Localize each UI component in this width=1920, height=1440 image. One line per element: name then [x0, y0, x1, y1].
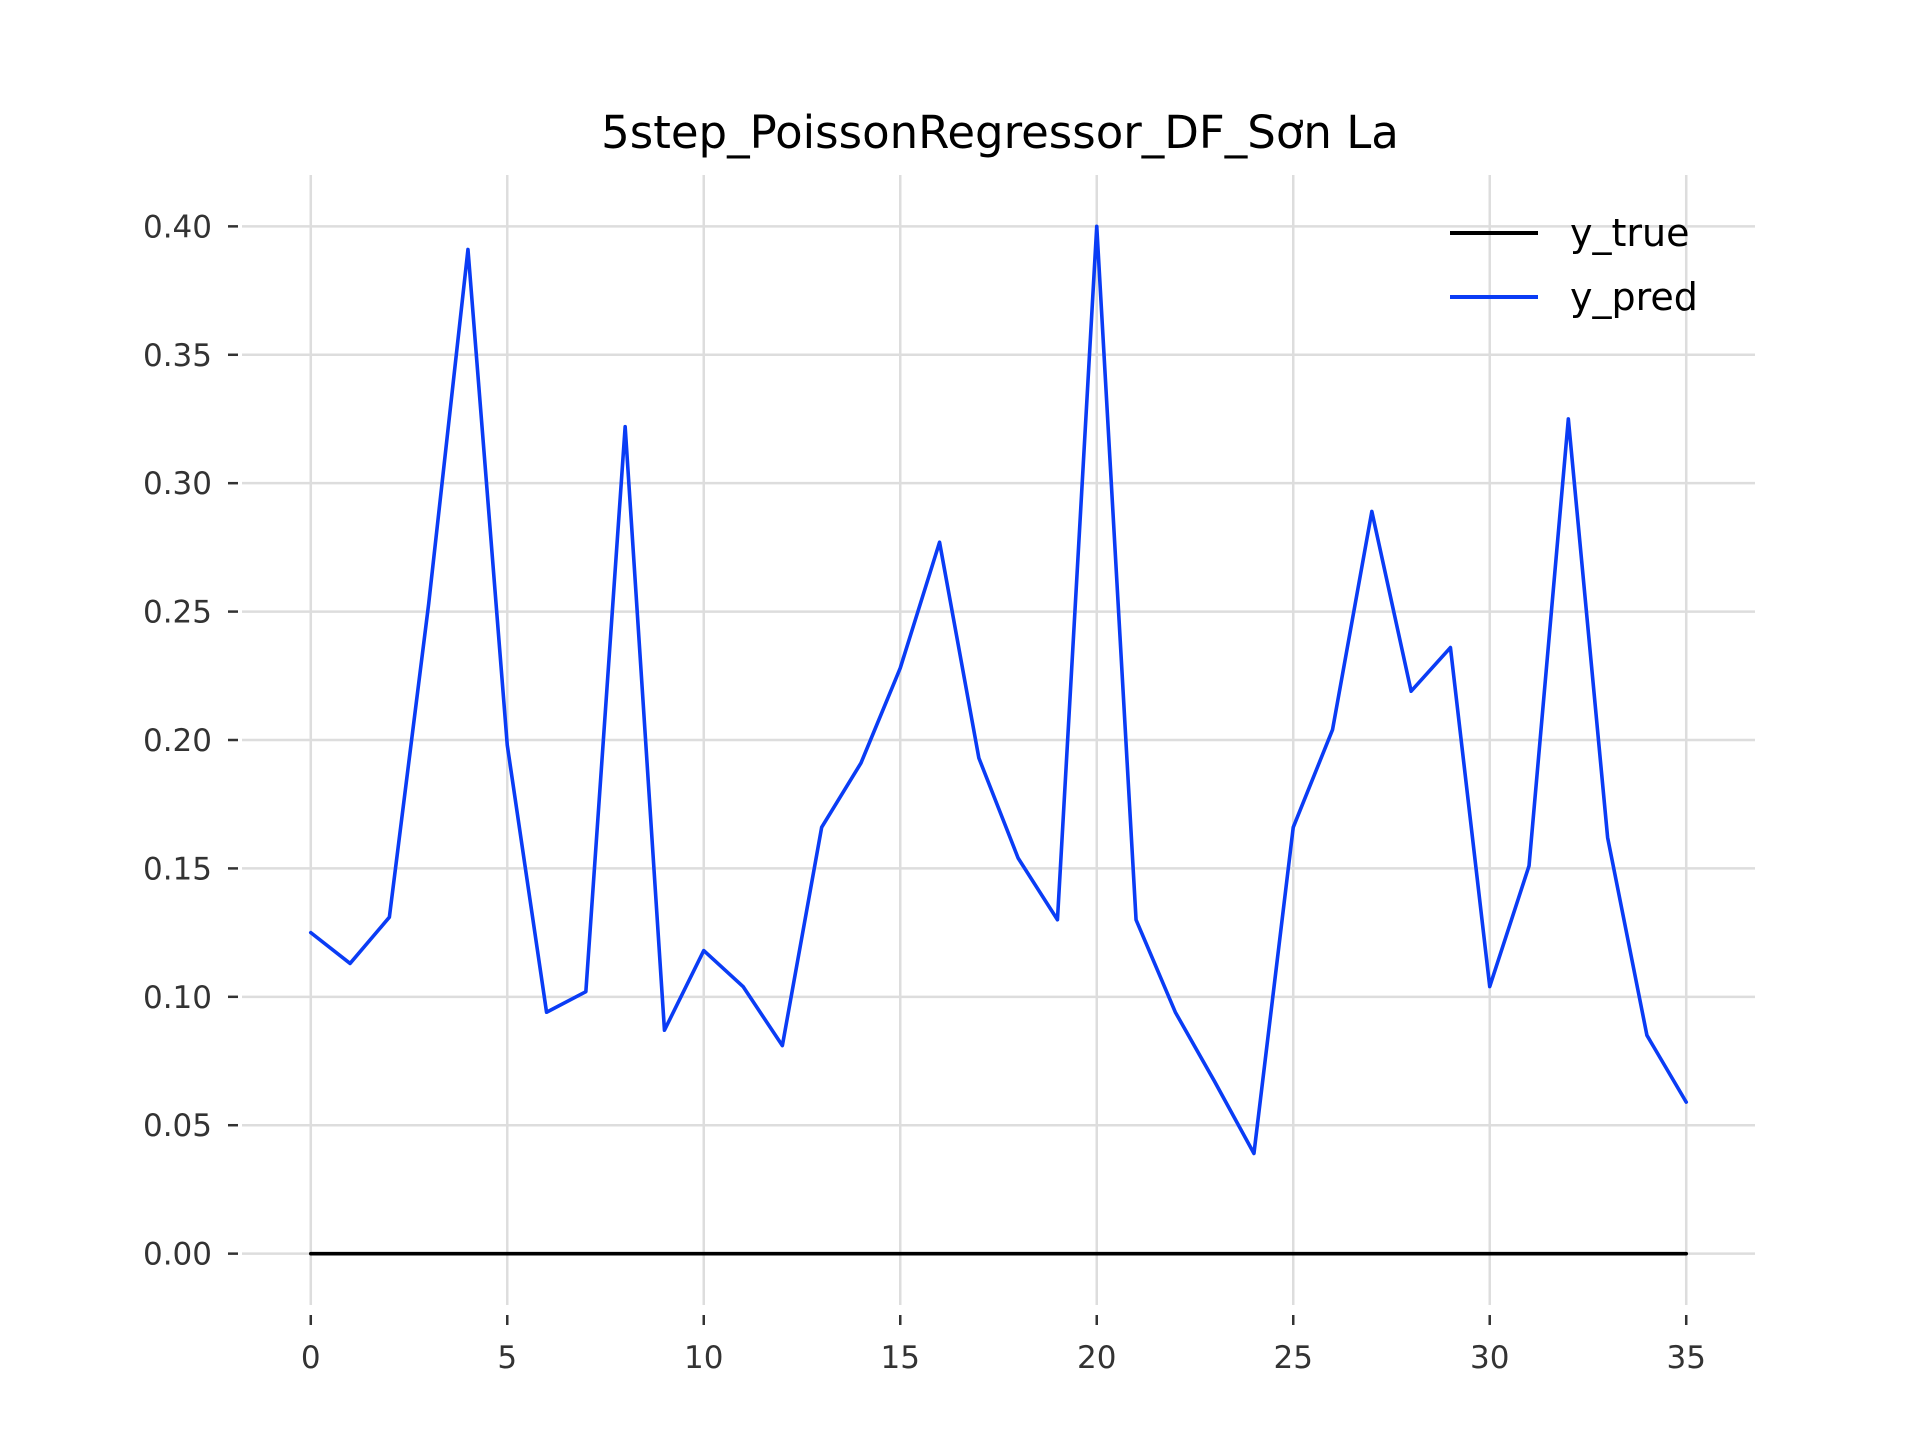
grid [242, 175, 1755, 1305]
chart-title: 5step_PoissonRegressor_DF_Sơn La [601, 106, 1399, 159]
x-tick-label: 10 [684, 1340, 723, 1376]
x-tick-label: 25 [1274, 1340, 1313, 1376]
x-tick-label: 15 [881, 1340, 920, 1376]
y-tick-label: 0.30 [143, 466, 212, 502]
legend-label: y_true [1570, 211, 1689, 255]
x-tick-label: 5 [497, 1340, 517, 1376]
y-tick-label: 0.05 [143, 1108, 212, 1144]
y-tick-label: 0.15 [143, 851, 212, 887]
series-line-y-pred [308, 224, 1689, 1156]
y-tick-label: 0.25 [143, 595, 212, 631]
x-tick-label: 35 [1667, 1340, 1706, 1376]
y-tick-label: 0.35 [143, 338, 212, 374]
y-tick-label: 0.40 [143, 209, 212, 245]
x-tick-label: 20 [1077, 1340, 1116, 1376]
x-tick-label: 30 [1470, 1340, 1509, 1376]
y-tick-label: 0.20 [143, 723, 212, 759]
x-tick-label: 0 [301, 1340, 321, 1376]
legend-label: y_pred [1570, 275, 1698, 319]
y-tick-label: 0.10 [143, 980, 212, 1016]
y-tick-label: 0.00 [143, 1237, 212, 1273]
legend: y_true y_pred [1450, 211, 1698, 319]
series-lines [308, 224, 1689, 1256]
axes: 0 5 10 15 20 25 30 35 0.00 0.05 0.10 0.15 0.20 0.25 0.… [143, 209, 1706, 1376]
